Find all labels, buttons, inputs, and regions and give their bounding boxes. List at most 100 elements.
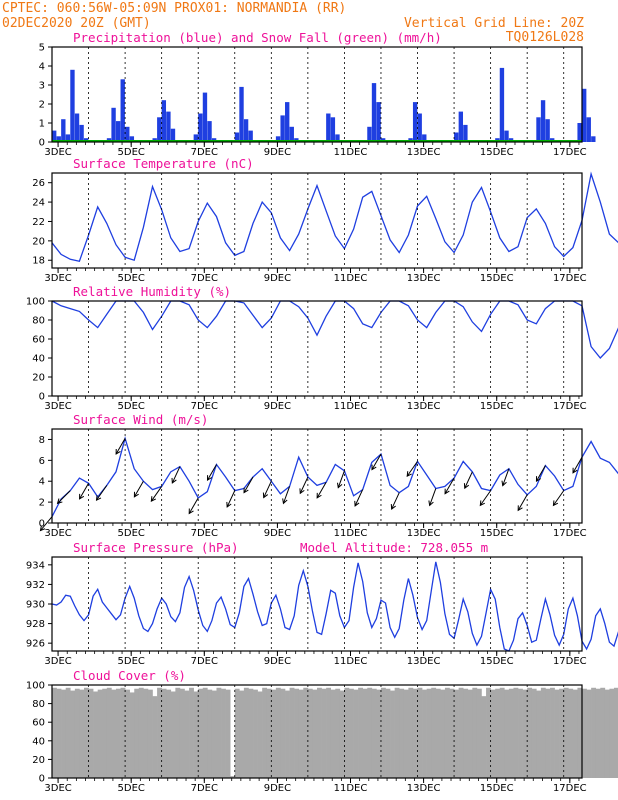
x-tick-label: 11DEC <box>334 401 368 412</box>
cloud-cover-bar <box>604 689 610 778</box>
cloud-cover-bar <box>458 687 464 778</box>
cloud-cover-bar <box>106 687 112 778</box>
cloud-cover-bar <box>298 689 304 778</box>
precip-bar <box>129 136 135 142</box>
cloud-cover-bar <box>97 689 103 778</box>
x-tick-label: 11DEC <box>334 147 368 158</box>
precip-bar <box>280 115 285 142</box>
panel-2: 0 20 40 60 80 100 3DEC 5DEC 7DEC 9DEC 11DEC 13DEC 15… <box>26 284 618 412</box>
x-tick-label: 17DEC <box>553 401 587 412</box>
wind-arrow-shaft <box>243 476 254 493</box>
wind-arrow-head <box>150 496 157 503</box>
wind-arrow-head <box>282 498 288 505</box>
y-tick-label: 1 <box>39 119 45 130</box>
cloud-cover-bar <box>239 690 245 778</box>
precip-bar <box>207 121 212 142</box>
cloud-cover-bar <box>79 689 85 778</box>
wind-arrow-shaft <box>316 482 327 499</box>
cloud-cover-bar <box>385 688 391 778</box>
y-tick-label: 22 <box>32 217 45 228</box>
x-tick-label: 13DEC <box>407 273 441 284</box>
cloud-cover-bar <box>417 687 423 778</box>
cloud-cover-bar <box>495 688 501 778</box>
wind-arrow-head <box>406 471 412 477</box>
cloud-cover-bar <box>157 687 162 778</box>
x-tick-label: 5DEC <box>118 273 145 284</box>
x-tick-label: 9DEC <box>264 656 291 667</box>
cloud-cover-bar <box>353 689 359 778</box>
wind-arrow-shaft <box>406 461 418 477</box>
cloud-cover-bar <box>422 689 427 778</box>
x-tick-label: 9DEC <box>264 147 291 158</box>
y-tick-label: 0 <box>39 519 45 530</box>
x-tick-label: 15DEC <box>480 147 514 158</box>
cloud-cover-bar <box>257 691 263 778</box>
x-tick-label: 7DEC <box>191 656 218 667</box>
precip-bar <box>577 123 582 142</box>
wind-arrow-shaft <box>572 456 583 474</box>
cloud-cover-bar <box>376 689 382 778</box>
y-tick-label: 26 <box>32 178 45 189</box>
y-tick-label: 20 <box>32 373 45 384</box>
cloud-cover-bar <box>266 688 272 778</box>
cloud-cover-bar <box>408 687 414 778</box>
wind-arrow-head <box>501 480 507 487</box>
cloud-cover-bar <box>147 689 153 778</box>
x-tick-label: 17DEC <box>553 528 587 539</box>
cloud-cover-bar <box>481 696 487 778</box>
cloud-cover-bar <box>312 689 318 778</box>
wind-arrow-head <box>428 500 434 507</box>
cloud-cover-bar <box>472 687 478 778</box>
wind-arrow-shaft <box>40 516 53 531</box>
panel-3: 0 2 4 6 8 3DEC 5DEC 7DEC 9DEC 11DEC 13DEC 15DEC 17DE… <box>39 412 618 539</box>
x-tick-label: 7DEC <box>191 783 218 794</box>
cloud-cover-bar <box>463 688 469 778</box>
cloud-cover-bar <box>115 688 121 778</box>
x-tick-label: 13DEC <box>407 656 441 667</box>
x-tick-label: 3DEC <box>44 147 71 158</box>
precip-bar <box>591 136 596 142</box>
precip-bar <box>536 117 541 142</box>
precip-bar <box>499 67 505 142</box>
panel-0: 0 1 2 3 4 5 3DEC 5DEC 7DEC 9DEC 11DEC 13DEC 15DEC 17D… <box>39 30 596 158</box>
x-tick-label: 5DEC <box>118 783 145 794</box>
cloud-cover-bar <box>285 690 290 778</box>
precip-bar <box>326 113 331 142</box>
precip-bar <box>330 117 336 142</box>
cloud-cover-bar <box>262 687 268 778</box>
cloud-cover-bar <box>508 688 514 778</box>
panel-title: Cloud Cover (%) <box>73 668 186 683</box>
precip-bar <box>248 130 253 142</box>
cloud-cover-bar <box>134 688 140 778</box>
cloud-cover-bar <box>234 688 240 778</box>
y-tick-label: 40 <box>32 354 45 365</box>
precip-bar <box>193 134 199 142</box>
panel-frame <box>51 46 583 143</box>
cloud-cover-bar <box>467 689 473 778</box>
wind-arrow-shaft <box>133 480 144 498</box>
wind-arrow-head <box>56 498 63 505</box>
x-tick-label: 17DEC <box>553 783 587 794</box>
y-tick-label: 2 <box>39 100 45 111</box>
panel-frame <box>51 172 583 269</box>
cloud-cover-bar <box>339 690 345 778</box>
x-tick-label: 13DEC <box>407 401 441 412</box>
y-tick-label: 8 <box>39 435 45 446</box>
x-tick-label: 9DEC <box>264 528 291 539</box>
precip-bar <box>56 136 61 142</box>
x-tick-label: 9DEC <box>264 783 291 794</box>
wind-arrow-shaft <box>299 476 309 494</box>
precip-bar <box>111 107 116 142</box>
precip-bar <box>540 100 546 142</box>
cloud-cover-bar <box>426 688 432 778</box>
y-tick-label: 60 <box>32 718 45 729</box>
cloud-cover-bar <box>294 688 300 778</box>
y-tick-label: 0 <box>39 138 45 149</box>
precip-bar <box>125 126 130 142</box>
cloud-cover-bar <box>499 687 505 778</box>
cloud-cover-bar <box>152 696 158 778</box>
cloud-cover-bar <box>102 688 108 778</box>
precip-bar <box>367 126 372 142</box>
y-tick-label: 4 <box>39 477 45 488</box>
wind-arrow-shaft <box>96 485 108 501</box>
